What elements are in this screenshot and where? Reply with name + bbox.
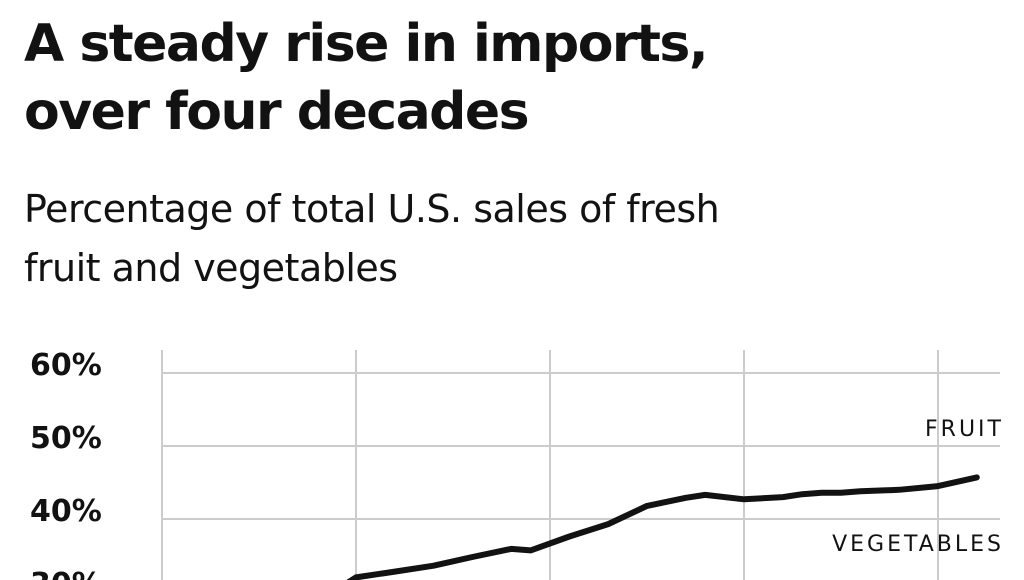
gridlines (161, 350, 1000, 580)
series-lines (346, 474, 980, 580)
series-labels: FRUIT VEGETABLES (832, 417, 1004, 557)
series-label-fruit: FRUIT (925, 417, 1004, 442)
series-label-vegetables: VEGETABLES (832, 532, 1004, 557)
y-tick-label: 40% (30, 494, 102, 529)
y-axis-ticks: 60% 50% 40% 30% (30, 348, 102, 580)
chart-subtitle: Percentage of total U.S. sales of fresh … (24, 187, 720, 290)
y-tick-label: 50% (30, 421, 102, 456)
y-tick-label: 30% (30, 567, 102, 580)
chart-title: A steady rise in imports, over four deca… (24, 14, 709, 142)
y-tick-label: 60% (30, 348, 102, 383)
series-line-fruit (346, 474, 980, 580)
